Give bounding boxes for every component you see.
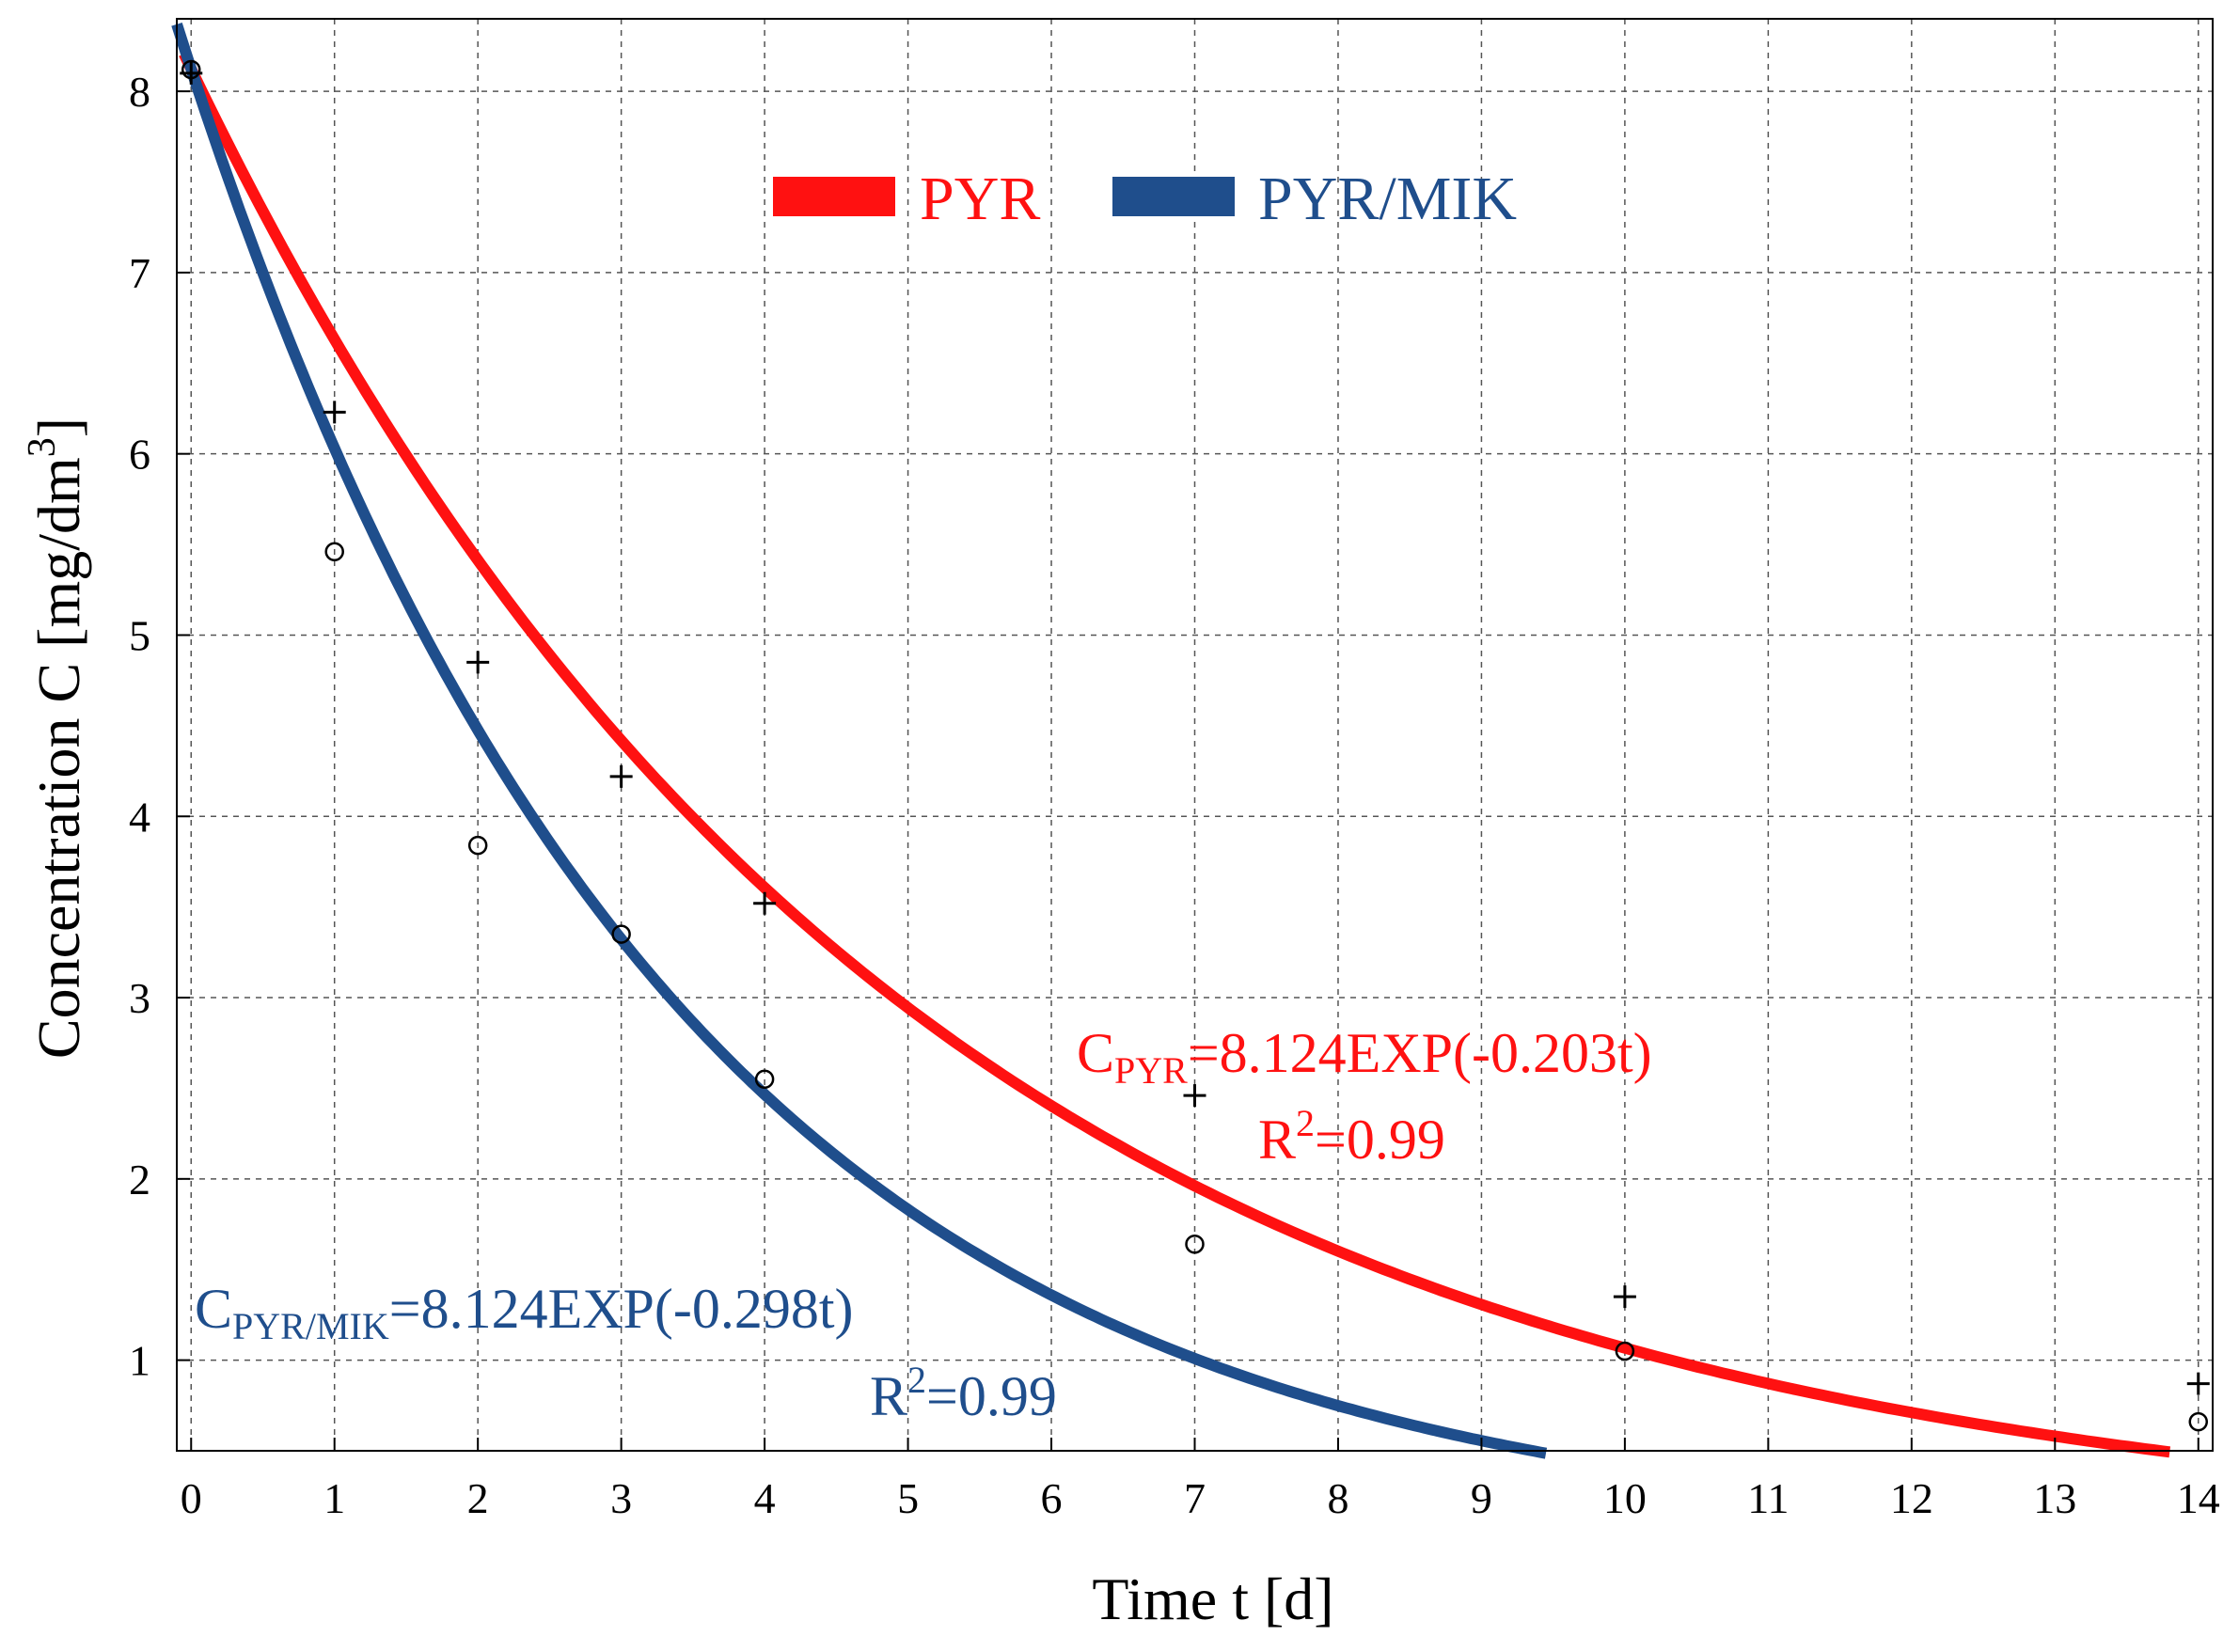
- pyr-mik-r-squared-sup: 2: [907, 1359, 926, 1401]
- data-point-pyr-mik: [324, 542, 344, 562]
- y-tick-label: 4: [129, 793, 150, 841]
- data-point-pyr: [466, 651, 490, 674]
- fit-curve-pyr: [179, 51, 2171, 1458]
- pyr-equation-subscript: PYR: [1114, 1049, 1188, 1092]
- x-tick-label: 10: [1603, 1474, 1647, 1522]
- y-tick-label: 3: [129, 974, 150, 1022]
- legend-label-pyr: PYR: [920, 165, 1040, 233]
- pyr-mik-equation-subscript: PYR/MIK: [232, 1305, 389, 1347]
- data-point-pyr: [323, 401, 346, 424]
- pyr-r-squared-sup: 2: [1296, 1102, 1315, 1144]
- pyr-r-squared: R2=0.99: [1258, 1102, 1445, 1171]
- x-tick-label: 3: [610, 1474, 632, 1522]
- y-tick-label: 8: [129, 68, 150, 116]
- x-tick-label: 8: [1327, 1474, 1348, 1522]
- fit-curve-pyr-mik: [171, 22, 1548, 1459]
- y-axis-label: Concentration C [mg/dm3]: [21, 417, 92, 1059]
- y-tick-label: 2: [129, 1156, 150, 1204]
- legend-swatch-pyr-mik: [1112, 177, 1235, 216]
- y-tick-label: 6: [129, 431, 150, 479]
- legend-label-pyr-mik: PYR/MIK: [1258, 165, 1517, 233]
- pyr-equation-body: =8.124EXP(-0.203t): [1188, 1022, 1652, 1084]
- x-tick-label: 11: [1747, 1474, 1789, 1522]
- x-tick-label: 4: [754, 1474, 776, 1522]
- data-point-pyr: [1613, 1285, 1636, 1309]
- legend-swatch-pyr: [773, 177, 895, 216]
- pyr-mik-equation: CPYR/MIK=8.124EXP(-0.298t): [195, 1278, 854, 1347]
- x-axis-label: Time t [d]: [1092, 1565, 1333, 1632]
- x-tick-label: 14: [2177, 1474, 2220, 1522]
- legend: PYR PYR/MIK: [773, 165, 1517, 233]
- data-point-pyr: [1183, 1084, 1206, 1108]
- data-point-pyr-mik: [1185, 1234, 1205, 1254]
- x-tick-label: 0: [181, 1474, 202, 1522]
- x-tick-label: 1: [323, 1474, 345, 1522]
- fit-curves: [171, 22, 2171, 1459]
- x-tick-label: 5: [897, 1474, 919, 1522]
- pyr-mik-r-squared: R2=0.99: [870, 1359, 1057, 1427]
- x-tick-label: 13: [2033, 1474, 2076, 1522]
- pyr-equation: CPYR=8.124EXP(-0.203t): [1077, 1022, 1652, 1092]
- data-point-pyr: [609, 764, 633, 788]
- x-tick-label: 7: [1184, 1474, 1206, 1522]
- y-tick-label: 7: [129, 249, 150, 297]
- x-tick-label: 6: [1041, 1474, 1063, 1522]
- data-point-pyr-mik: [2188, 1411, 2209, 1432]
- grid: [177, 19, 2213, 1451]
- y-tick-label: 1: [129, 1337, 150, 1385]
- data-point-pyr-mik: [181, 59, 201, 80]
- data-point-pyr-mik: [611, 924, 631, 944]
- x-tick-label: 9: [1471, 1474, 1492, 1522]
- data-point-pyr-mik: [754, 1069, 775, 1090]
- x-tick-label: 12: [1890, 1474, 1933, 1522]
- data-point-pyr: [2186, 1372, 2210, 1395]
- data-point-pyr-mik: [1615, 1341, 1635, 1361]
- y-axis-label-superscript: 3: [21, 437, 64, 457]
- data-markers: [180, 59, 2210, 1432]
- data-point-pyr: [753, 891, 777, 915]
- data-point-pyr-mik: [467, 835, 488, 856]
- pyr-mik-equation-body: =8.124EXP(-0.298t): [389, 1278, 854, 1340]
- x-tick-label: 2: [467, 1474, 489, 1522]
- y-tick-label: 5: [129, 611, 150, 659]
